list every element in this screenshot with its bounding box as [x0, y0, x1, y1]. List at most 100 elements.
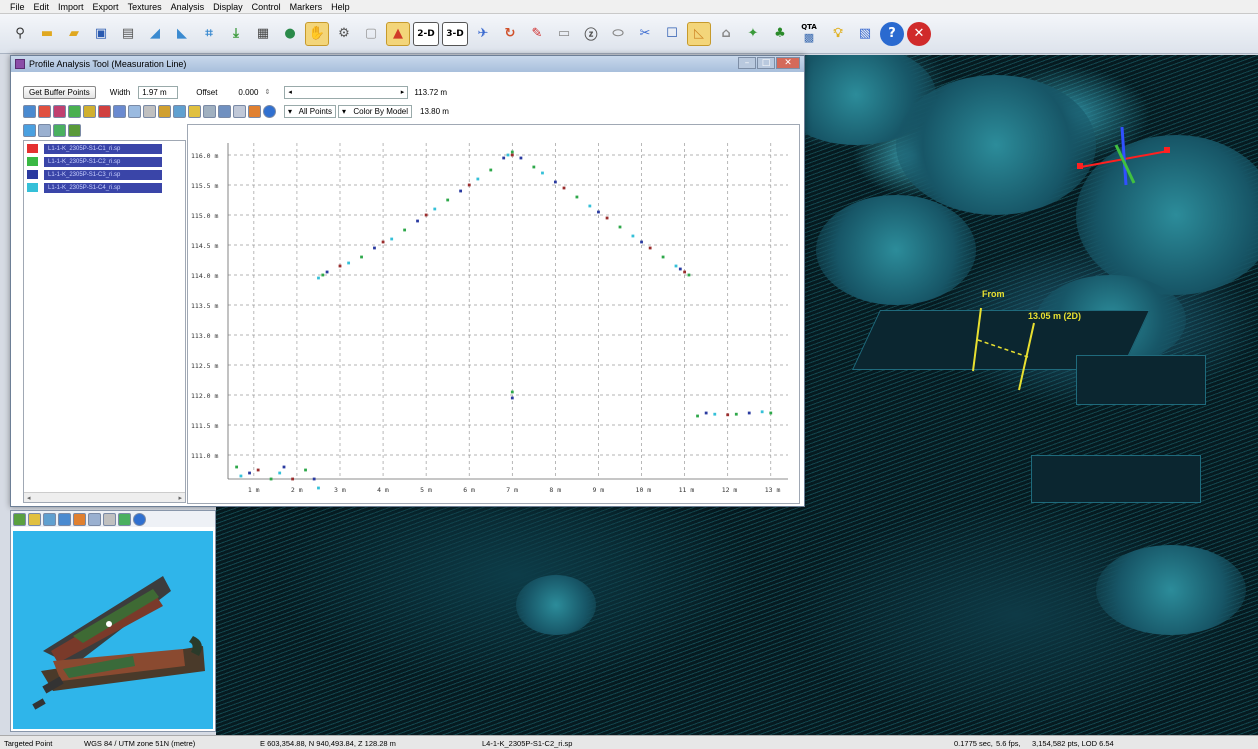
menu-display[interactable]: Display: [213, 1, 243, 12]
export-icon[interactable]: ⤓: [233, 26, 239, 41]
profile-zoom-icon[interactable]: [113, 104, 126, 118]
measure-icon[interactable]: ⌂: [721, 26, 731, 41]
overview-map[interactable]: [13, 531, 213, 729]
layer-item[interactable]: L1-1-K_2305P-S1-C1_ri.sp: [24, 143, 185, 154]
layer-remove-icon[interactable]: [38, 124, 51, 137]
menu-help[interactable]: Help: [331, 1, 350, 12]
menu-file[interactable]: File: [10, 1, 25, 12]
minimize-button[interactable]: –: [738, 57, 756, 69]
menu-markers[interactable]: Markers: [289, 1, 323, 12]
layer-item[interactable]: L1-1-K_2305P-S1-C2_ri.sp: [24, 156, 185, 167]
binoculars-icon[interactable]: ⚲: [15, 26, 25, 41]
profile-fit-icon[interactable]: [128, 104, 141, 118]
profile-chart-icon[interactable]: [218, 104, 231, 118]
profile-export-icon[interactable]: [158, 104, 171, 118]
rgb-icon[interactable]: ▦: [256, 26, 270, 41]
color-by-dropdown[interactable]: ▾ Color By Model: [338, 104, 412, 118]
menu-control[interactable]: Control: [251, 1, 281, 12]
window-title-bar[interactable]: Profile Analysis Tool (Measuration Line)…: [11, 56, 804, 72]
get-buffer-points-button[interactable]: Get Buffer Points: [23, 85, 96, 99]
profile-camera-icon[interactable]: [248, 104, 261, 118]
overview-settings-icon[interactable]: [103, 513, 116, 526]
profile-help-icon[interactable]: [263, 104, 276, 118]
add-folder-icon[interactable]: ▰: [69, 26, 79, 41]
ellipse-icon[interactable]: ⬭: [612, 26, 624, 41]
maximize-button[interactable]: □: [757, 57, 775, 69]
scroll-right-icon[interactable]: ▸: [178, 494, 182, 502]
menu-analysis[interactable]: Analysis: [170, 1, 205, 12]
overview-select-icon[interactable]: [43, 513, 56, 526]
profile-classify-icon[interactable]: [68, 104, 81, 118]
tree-icon[interactable]: ♣: [774, 26, 786, 41]
layer-color-swatch: [27, 183, 38, 192]
select-icon[interactable]: ▭: [557, 26, 571, 41]
pan-icon[interactable]: ✋: [305, 21, 329, 46]
profile-ruler-icon[interactable]: [188, 104, 201, 118]
width-input[interactable]: 1.97 m: [138, 85, 179, 99]
menu-import[interactable]: Import: [58, 1, 84, 12]
profile-plot[interactable]: 116.0 m 115.5 m 115.0 m 114.5 m 114.0 m 113.5…: [187, 124, 800, 504]
offset-input[interactable]: 0.000: [225, 85, 262, 99]
overview-copy-icon[interactable]: [88, 513, 101, 526]
profile-slider[interactable]: ◂ ▸: [284, 85, 409, 99]
layers-scrollbar[interactable]: ◂ ▸: [24, 492, 185, 502]
profile-copy-icon[interactable]: [203, 104, 216, 118]
rectangle-icon[interactable]: ☐: [666, 26, 678, 41]
layer-filter-icon[interactable]: [68, 124, 81, 137]
layer-visible-icon[interactable]: [53, 124, 66, 137]
menu-edit[interactable]: Edit: [33, 1, 50, 12]
data-point: [489, 168, 493, 172]
layer-item[interactable]: L1-1-K_2305P-S1-C4_ri.sp: [24, 182, 185, 193]
2d-view-button[interactable]: 2-D: [413, 21, 439, 46]
overview-zoom-icon[interactable]: [13, 513, 26, 526]
pin-icon[interactable]: ✎: [531, 26, 543, 41]
globe-icon[interactable]: ●: [284, 26, 296, 41]
crop-icon[interactable]: ⌗: [205, 26, 213, 41]
scroll-left-icon[interactable]: ◂: [27, 494, 31, 502]
terrain-icon[interactable]: ◢: [150, 26, 160, 41]
overview-pan-icon[interactable]: [28, 513, 41, 526]
points-filter-dropdown[interactable]: ▾ All Points: [284, 104, 336, 118]
overview-tree-icon[interactable]: [118, 513, 131, 526]
profile-table-icon[interactable]: [233, 104, 246, 118]
profile-settings-icon[interactable]: [173, 104, 186, 118]
save-icon[interactable]: ▣: [94, 26, 108, 41]
layer-add-icon[interactable]: [23, 124, 36, 137]
profile-erase-icon[interactable]: [53, 104, 66, 118]
overview-help-icon[interactable]: [133, 513, 146, 526]
layers-icon[interactable]: ▤: [121, 26, 135, 41]
cut-icon[interactable]: ✂: [639, 26, 651, 41]
data-point: [640, 240, 643, 244]
overview-layer-icon[interactable]: [73, 513, 86, 526]
tool-icon[interactable]: ▢: [364, 26, 378, 41]
qta-button[interactable]: QTA ▩: [795, 22, 823, 46]
profile-select-icon[interactable]: [23, 104, 36, 118]
close-icon[interactable]: ✕: [907, 21, 931, 46]
open-folder-icon[interactable]: ▬: [40, 26, 54, 41]
profile-tool-icon: [15, 59, 25, 69]
color-by-icon[interactable]: ▲: [386, 21, 410, 46]
profile-grid-icon[interactable]: [143, 104, 156, 118]
overview-grid-icon[interactable]: [58, 513, 71, 526]
profile-marker-icon[interactable]: [98, 104, 111, 118]
help-icon[interactable]: ?: [880, 21, 904, 46]
terrain-edit-icon[interactable]: ◣: [177, 26, 187, 41]
rotate-icon[interactable]: ↻: [504, 26, 516, 41]
menu-export[interactable]: Export: [92, 1, 119, 12]
data-point: [618, 225, 622, 229]
profile-icon[interactable]: ◺: [687, 21, 711, 46]
picture-icon[interactable]: ▧: [858, 26, 872, 41]
layer-item[interactable]: L1-1-K_2305P-S1-C3_ri.sp: [24, 169, 185, 180]
profile-measure-icon[interactable]: [83, 104, 96, 118]
offset-spin-icon[interactable]: ⇕: [264, 89, 271, 96]
bulb-icon[interactable]: 💡︎: [833, 26, 843, 41]
profile-draw-icon[interactable]: [38, 104, 51, 118]
gear-icon[interactable]: ⚙: [338, 26, 350, 41]
3d-view-button[interactable]: 3-D: [442, 21, 468, 46]
person-icon[interactable]: ✦: [747, 26, 759, 41]
window-close-button[interactable]: ✕: [776, 57, 800, 69]
fly-icon[interactable]: ✈: [477, 26, 489, 41]
zoom-icon[interactable]: ⓩ: [584, 28, 598, 43]
status-file: L4-1-K_2305P-S1-C2_ri.sp: [482, 739, 573, 748]
menu-textures[interactable]: Textures: [127, 1, 162, 12]
